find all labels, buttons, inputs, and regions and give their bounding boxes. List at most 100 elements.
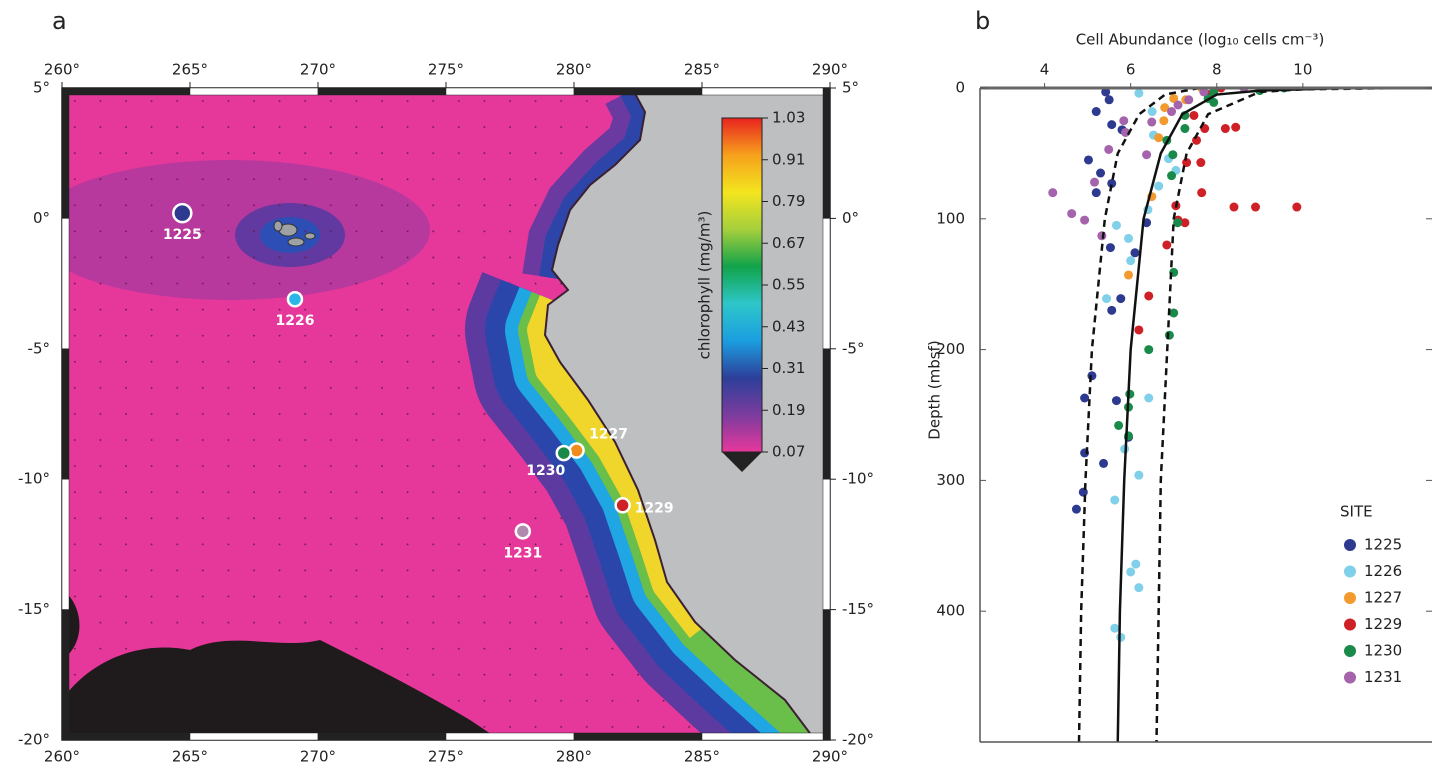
x-tick-label: 290° <box>812 61 848 79</box>
x-tick-label: 260° <box>44 748 80 766</box>
site-marker <box>514 523 532 540</box>
data-point <box>1102 294 1112 304</box>
data-point <box>1107 178 1117 188</box>
data-point <box>1107 120 1117 130</box>
fit-line <box>1116 88 1346 742</box>
data-point <box>1164 330 1174 340</box>
x-tick-label: 260° <box>44 61 80 79</box>
data-point <box>1099 458 1109 468</box>
data-point <box>1134 325 1144 335</box>
data-point <box>1078 487 1088 497</box>
legend-label: 1226 <box>1364 562 1402 580</box>
data-point <box>1091 188 1101 198</box>
colorbar-tick-label: 1.03 <box>772 109 805 127</box>
site-label: 1231 <box>503 545 542 561</box>
data-point <box>1169 308 1179 318</box>
legend-label: 1230 <box>1364 642 1402 660</box>
islands <box>273 220 316 247</box>
data-point <box>1111 220 1121 230</box>
site-marker <box>555 444 573 462</box>
frame-band <box>573 732 703 741</box>
legend-label: 1225 <box>1364 536 1402 554</box>
panel-label: b <box>975 7 990 35</box>
data-point <box>1101 88 1111 97</box>
data-point <box>1110 623 1120 633</box>
frame-band <box>61 348 70 480</box>
legend-marker <box>1344 565 1356 578</box>
data-point <box>1105 243 1115 253</box>
data-point <box>1080 215 1090 225</box>
y-tick-label: -15° <box>18 600 50 618</box>
colorbar-tick-label: 0.19 <box>772 401 805 419</box>
x-tick-label: 285° <box>684 61 720 79</box>
frame-band <box>573 87 703 96</box>
data-point <box>1209 97 1219 107</box>
x-tick-label: 270° <box>300 61 336 79</box>
legend-marker <box>1344 592 1356 604</box>
data-point <box>1048 188 1058 198</box>
frame-band <box>701 87 831 96</box>
x-tick-label: 270° <box>300 748 336 766</box>
colorbar-gradient <box>721 117 763 453</box>
data-point <box>1111 396 1121 406</box>
y-tick-label: -10° <box>18 470 50 488</box>
x-tick-label: 6 <box>1126 61 1136 79</box>
x-tick-label: 285° <box>684 748 720 766</box>
colorbar-label: chlorophyll (mg/m³) <box>696 211 714 360</box>
x-tick-label: 265° <box>172 61 208 79</box>
data-point <box>1104 95 1114 105</box>
data-point <box>1087 371 1097 381</box>
data-point <box>1134 88 1144 98</box>
legend-title: SITE <box>1340 503 1373 521</box>
y-tick-label: 300 <box>936 471 965 489</box>
colorbar-tick-label: 0.67 <box>772 234 805 252</box>
frame-band <box>61 87 70 219</box>
data-point <box>1147 107 1157 117</box>
data-point <box>1292 202 1302 212</box>
data-point <box>1184 95 1194 105</box>
x-tick-label: 280° <box>556 748 592 766</box>
frame-band <box>61 732 191 741</box>
x-tick-label: 275° <box>428 61 464 79</box>
site-marker <box>614 497 631 514</box>
data-point <box>1083 155 1093 165</box>
legend-marker <box>1344 645 1356 657</box>
y-tick-label: -5° <box>842 339 864 357</box>
data-point <box>1167 107 1177 117</box>
y-tick-label: 0° <box>842 209 859 227</box>
legend-label: 1231 <box>1364 668 1402 686</box>
data-point <box>1130 248 1140 258</box>
y-tick-label: 0 <box>955 79 965 97</box>
data-point <box>1229 202 1239 212</box>
site-label: 1230 <box>526 463 565 479</box>
y-tick-label: -15° <box>842 600 874 618</box>
data-point <box>1251 202 1261 212</box>
y-tick-label: 0° <box>33 209 50 227</box>
colorbar-tick-label: 0.55 <box>772 276 805 294</box>
data-point <box>1144 291 1154 301</box>
data-point <box>1124 233 1134 243</box>
legend-marker <box>1344 539 1356 551</box>
fit-line <box>1077 88 1200 742</box>
data-point <box>1126 567 1136 577</box>
colorbar-tick-label: 0.79 <box>772 192 805 210</box>
frame-band <box>822 218 831 350</box>
data-point <box>1126 256 1136 266</box>
y-axis-label: Depth (mbsf) <box>926 340 944 439</box>
frame-band <box>445 87 575 96</box>
data-point <box>1110 495 1120 505</box>
frame-band <box>822 348 831 480</box>
data-point <box>1231 122 1241 132</box>
y-tick-label: -20° <box>842 731 874 749</box>
site-label: 1229 <box>635 500 674 516</box>
x-tick-label: 265° <box>172 748 208 766</box>
y-tick-label: 5° <box>33 79 50 97</box>
data-point <box>1154 133 1164 143</box>
data-point <box>1121 127 1131 137</box>
x-tick-label: 280° <box>556 61 592 79</box>
data-point <box>1134 583 1144 593</box>
y-tick-label: 100 <box>936 209 965 227</box>
data-point <box>1107 305 1117 315</box>
data-point <box>1196 158 1206 168</box>
